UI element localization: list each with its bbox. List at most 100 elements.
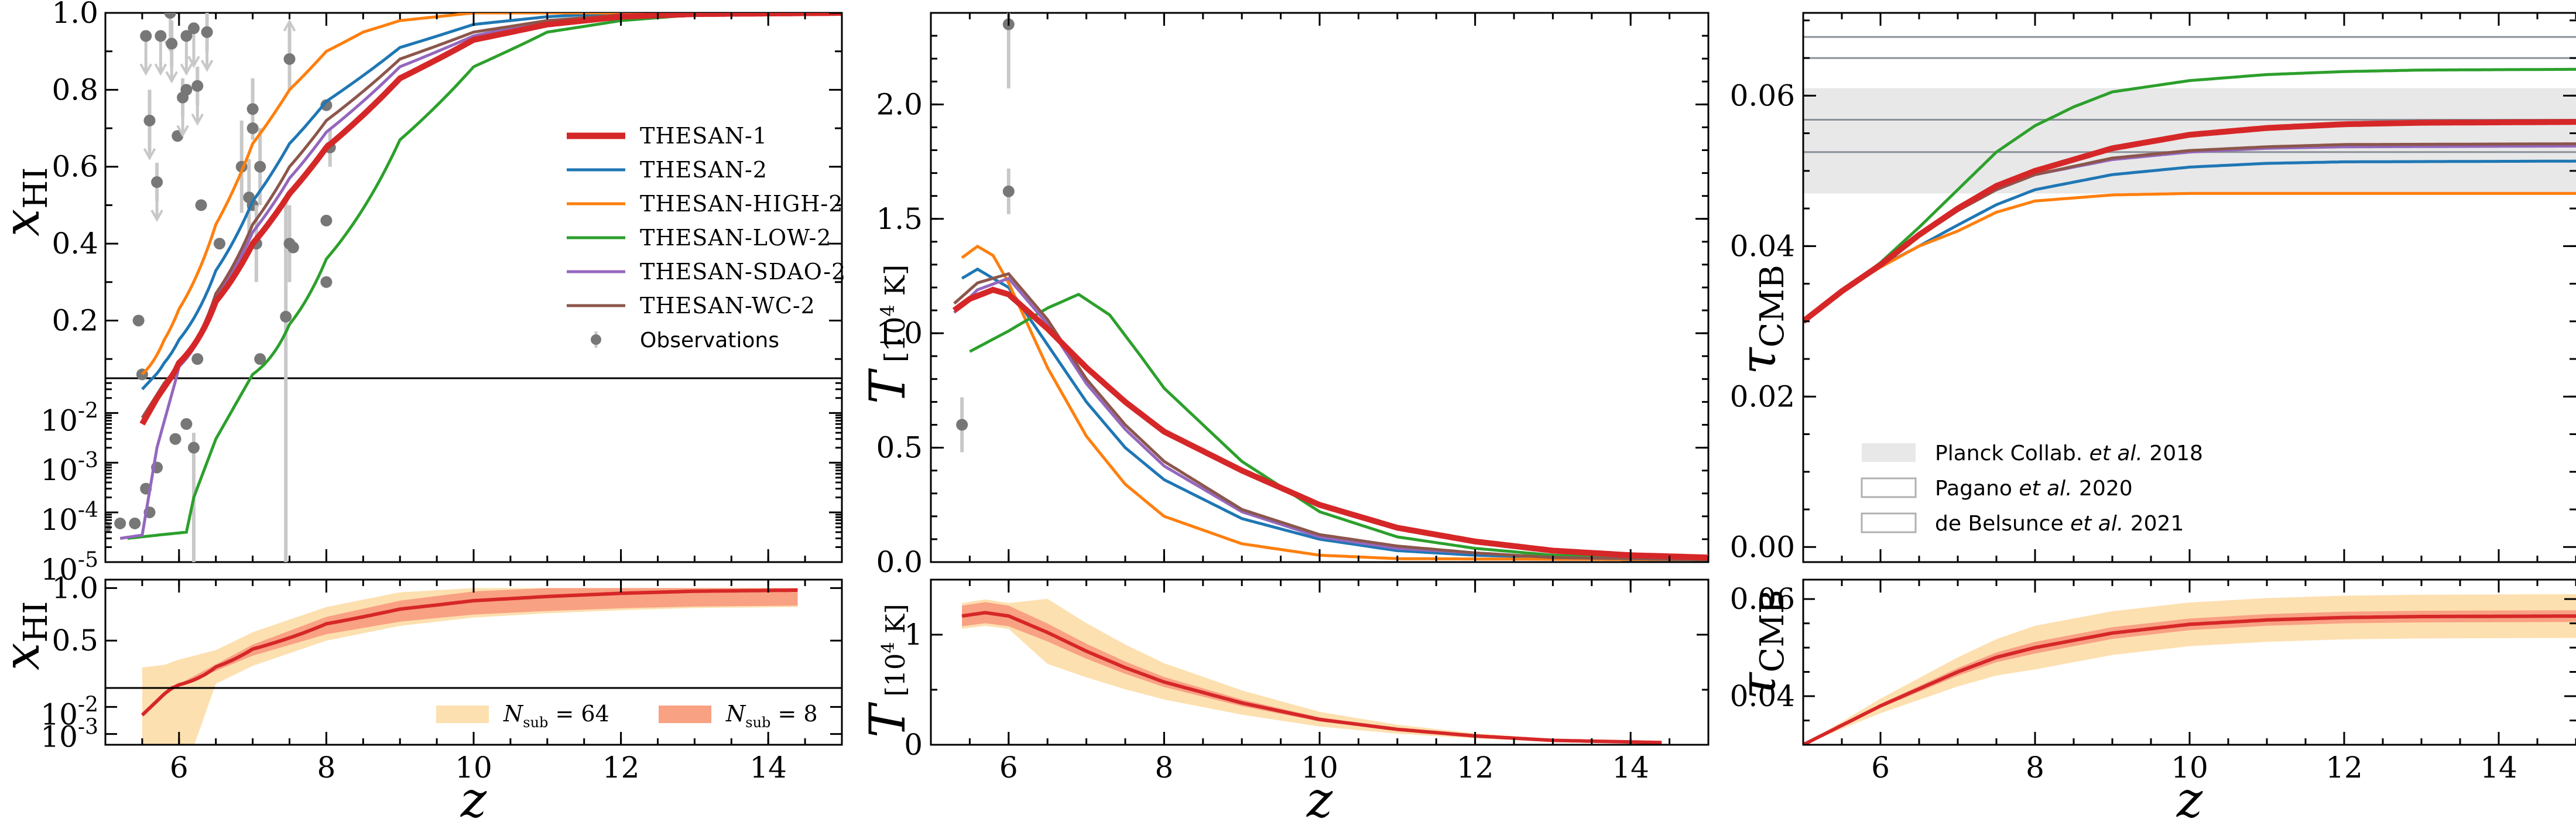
observation-point xyxy=(187,441,200,454)
observation-point xyxy=(166,37,178,50)
tau-legend-label: Planck Collab. et al. 2018 xyxy=(1935,441,2203,465)
ytick-log-label: 10-4 xyxy=(40,498,98,537)
temperature-band-64 xyxy=(962,598,1662,744)
tau-bottom-group xyxy=(1803,594,2576,745)
xtick-label: 12 xyxy=(2325,751,2363,785)
tick-base: 10 xyxy=(40,720,78,754)
temperature-line-thesan-high-2 xyxy=(961,244,1708,561)
tau-line-thesan-high-2 xyxy=(1803,191,2576,323)
ytick-log-label: 10-2 xyxy=(40,693,98,731)
limit-arrow xyxy=(191,113,204,126)
temperature-ylabel: T [104 K] xyxy=(859,265,916,404)
T-sym: T xyxy=(859,368,916,404)
panel-xhi-frame xyxy=(104,12,843,563)
nsub-legend-swatch xyxy=(436,706,489,723)
tau-sub: CMB xyxy=(1753,265,1791,347)
xtick-label: 8 xyxy=(2026,751,2044,785)
xtick-label: 12 xyxy=(1457,751,1494,785)
limit-arrow xyxy=(200,59,214,72)
observation-point xyxy=(195,199,207,211)
observation-point xyxy=(187,22,200,35)
tau-legend-swatch xyxy=(1862,443,1916,462)
nsub-N: N xyxy=(725,701,746,727)
observation-point xyxy=(155,30,167,42)
nsub-sub: sub xyxy=(523,714,548,731)
tau-legend-swatch xyxy=(1861,477,1917,498)
xtick-label: 6 xyxy=(170,751,189,785)
xtick-label: 14 xyxy=(2480,751,2517,785)
ytick-label: 0.06 xyxy=(1730,582,1795,616)
observation-point xyxy=(132,314,145,327)
planck-band xyxy=(1803,88,2576,194)
tau-legend-label: Pagano et al. 2020 xyxy=(1935,477,2133,501)
xtick-label: 8 xyxy=(317,751,335,785)
xtick-label: 14 xyxy=(1612,751,1649,785)
tick-exponent: -3 xyxy=(78,448,98,473)
tau-line-thesan-low-2 xyxy=(1803,67,2576,323)
xhi-line-thesan-1-top xyxy=(139,13,842,426)
x-sym: x xyxy=(0,643,50,670)
nsub-legend-label: Nsub = 64 xyxy=(503,701,609,731)
nsub-val: = 8 xyxy=(770,701,817,727)
xhi-bottom-ylabel: xHI xyxy=(0,601,55,670)
temperature-series-group xyxy=(952,13,1708,561)
observation-point xyxy=(151,176,163,189)
observation-point xyxy=(283,53,296,65)
xhi-line-thesan-1 xyxy=(139,13,842,426)
observation-point xyxy=(180,84,193,96)
T-unit2: K] xyxy=(881,604,911,642)
ytick-label: 0.02 xyxy=(1730,379,1795,413)
tick-base: 10 xyxy=(40,453,78,487)
xtick-label: 12 xyxy=(602,751,640,785)
xhi-series-group xyxy=(119,13,842,540)
tau-bottom-ylabel: τCMB xyxy=(1729,590,1791,700)
ytick-label: 1.0 xyxy=(52,571,98,605)
xhi-ylabel: xHI xyxy=(0,167,55,237)
tau-legend-italic: et al. xyxy=(2089,441,2143,465)
legend-label: THESAN-SDAO-2 xyxy=(640,259,846,285)
tau-band-64 xyxy=(1803,594,2576,745)
ytick-label: 1.0 xyxy=(52,0,98,30)
ytick-log-label: 10-3 xyxy=(40,715,98,754)
tau-legend-italic: et al. xyxy=(2019,477,2072,501)
nsub-legend-label: Nsub = 8 xyxy=(725,701,818,731)
xhi-bottom-group xyxy=(141,588,798,745)
panel-tau-bottom-frame xyxy=(1802,578,2576,746)
observation-point xyxy=(287,241,299,254)
tick-base: 10 xyxy=(40,697,78,731)
ytick-label: 2.0 xyxy=(876,87,923,121)
xlabel-z-2: z xyxy=(1306,771,1333,828)
panel-tau-frame xyxy=(1802,12,2576,563)
ytick-label: 0.5 xyxy=(876,431,923,465)
tau-legend-italic: et al. xyxy=(2070,512,2123,536)
tau-legend-text: Planck Collab. xyxy=(1935,441,2089,465)
observation-point xyxy=(246,122,259,135)
limit-arrow xyxy=(180,63,193,76)
observation-point xyxy=(191,353,204,365)
temperature-line-thesan-wc-2 xyxy=(953,272,1708,561)
x-sub: HI xyxy=(17,601,55,643)
ytick-label: 0.04 xyxy=(1730,679,1795,713)
tau-legend-year: 2021 xyxy=(2123,512,2184,536)
xtick-label: 8 xyxy=(1155,751,1173,785)
T-unit2: K] xyxy=(879,265,912,305)
tau-bottom-median xyxy=(1803,614,2576,745)
ytick-label: 1.5 xyxy=(876,202,923,236)
xhi-bottom-median xyxy=(141,588,798,717)
limit-arrow xyxy=(150,210,163,222)
ytick-label: 0.00 xyxy=(1730,530,1795,564)
xtick-label: 10 xyxy=(2171,751,2208,785)
tau-sub: CMB xyxy=(1753,590,1791,672)
nsub-N: N xyxy=(503,701,524,727)
observation-point xyxy=(201,26,213,38)
tau-legend-text: Pagano xyxy=(1935,477,2019,501)
ytick-label: 0.4 xyxy=(52,227,98,261)
observations-group xyxy=(105,13,336,562)
tau-sym: τ xyxy=(1729,672,1787,700)
limit-arrow xyxy=(165,71,178,84)
tau-legend-year: 2020 xyxy=(2073,477,2133,501)
tau-line-thesan-1 xyxy=(1803,119,2576,324)
observation-point xyxy=(169,433,181,445)
observation-point xyxy=(320,214,333,227)
ytick-label: 0.5 xyxy=(52,624,98,658)
